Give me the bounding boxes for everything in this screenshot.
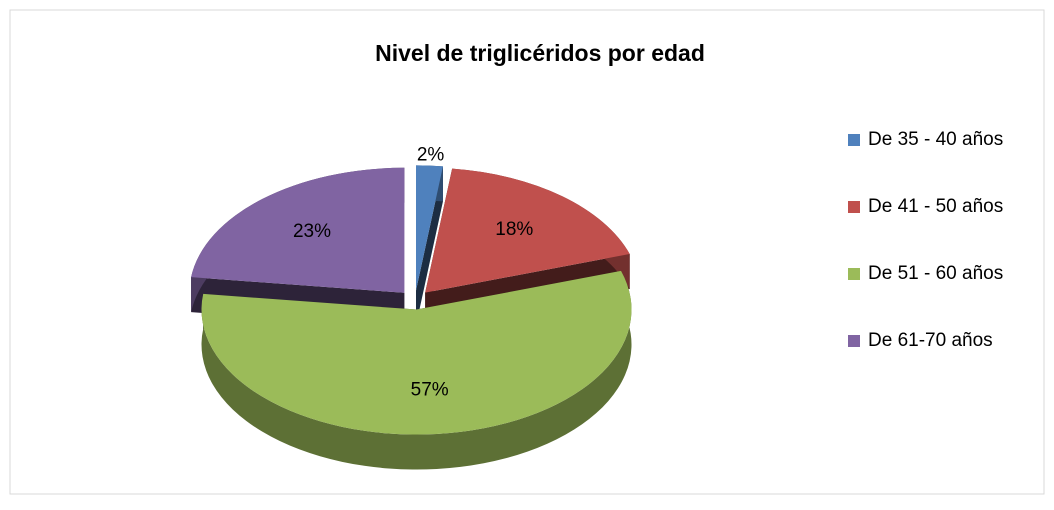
legend-label: De 41 - 50 años: [868, 196, 1003, 217]
legend-label: De 35 - 40 años: [868, 129, 1003, 150]
data-label: 2%: [417, 145, 445, 166]
slice: [201, 270, 632, 435]
data-label: 18%: [495, 219, 533, 240]
pie-tops: [191, 165, 632, 435]
legend-swatch: [848, 335, 860, 347]
chart-title: Nivel de triglicéridos por edad: [375, 40, 705, 66]
slice: [425, 168, 630, 293]
legend-label: De 61-70 años: [868, 330, 993, 351]
data-label: 23%: [293, 221, 331, 242]
slice-side: [201, 270, 632, 470]
slice: [191, 167, 405, 293]
legend-swatch: [848, 201, 860, 213]
legend-swatch: [848, 268, 860, 280]
slice: [416, 165, 443, 291]
slice-side: [416, 166, 443, 326]
legend-swatch: [848, 134, 860, 146]
data-label: 57%: [411, 379, 449, 400]
legend-label: De 51 - 60 años: [868, 263, 1003, 284]
